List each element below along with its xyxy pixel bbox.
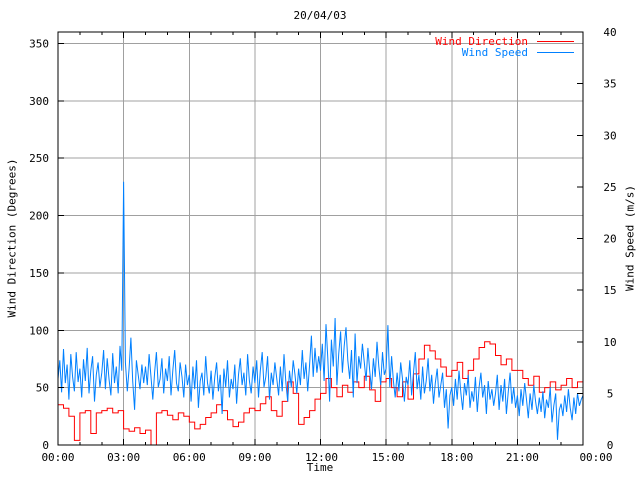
y-left-tick-label: 350 [29, 37, 49, 50]
y-right-axis-title: Wind Speed (m/s) [623, 185, 637, 291]
x-tick-label: 18:00 [440, 451, 473, 464]
y-right-tick-label: 5 [607, 387, 614, 400]
x-tick-label: 21:00 [506, 451, 539, 464]
axis-ticks [57, 31, 584, 446]
legend-swatch-wind-speed [537, 52, 574, 53]
y-right-tick-label: 30 [603, 129, 616, 142]
y-right-tick-label: 25 [603, 181, 616, 194]
legend-swatch-wind-direction [537, 41, 574, 42]
x-tick-label: 12:00 [305, 451, 338, 464]
x-tick-label: 00:00 [41, 451, 74, 464]
y-right-tick-label: 40 [603, 26, 616, 39]
y-left-tick-label: 100 [29, 324, 49, 337]
x-tick-label: 15:00 [372, 451, 405, 464]
y-left-axis-title: Wind Direction (Degrees) [5, 158, 19, 318]
grid-lines [58, 32, 583, 445]
y-right-tick-label: 35 [603, 78, 616, 91]
y-left-tick-label: 200 [29, 210, 49, 223]
y-left-tick-labels: 0 50 100 150 200 250 300 350 [29, 37, 49, 452]
x-tick-label: 09:00 [238, 451, 271, 464]
x-tick-label: 06:00 [173, 451, 206, 464]
y-right-tick-label: 10 [603, 336, 616, 349]
y-right-tick-label: 0 [607, 439, 614, 452]
y-left-tick-label: 50 [36, 382, 49, 395]
y-left-tick-label: 250 [29, 152, 49, 165]
chart-title: 20/04/03 [293, 9, 347, 22]
y-right-tick-label: 20 [603, 233, 616, 246]
wind-speed-line [57, 181, 584, 440]
y-right-tick-label: 15 [603, 284, 616, 297]
x-tick-labels: 00:00 03:00 06:00 09:00 12:00 15:00 18:00 21:00… [41, 451, 612, 464]
y-left-tick-label: 0 [42, 439, 49, 452]
x-tick-label: 00:00 [579, 451, 612, 464]
y-right-tick-labels: 0 5 10 15 20 25 30 35 40 [603, 26, 616, 452]
x-tick-label: 03:00 [107, 451, 140, 464]
legend-label-wind-direction: Wind Direction [435, 35, 528, 48]
legend-label-wind-speed: Wind Speed [461, 46, 528, 59]
x-axis-title: Time [306, 461, 334, 474]
y-left-tick-label: 150 [29, 267, 49, 280]
y-left-tick-label: 300 [29, 95, 49, 108]
wind-direction-line [58, 341, 584, 446]
